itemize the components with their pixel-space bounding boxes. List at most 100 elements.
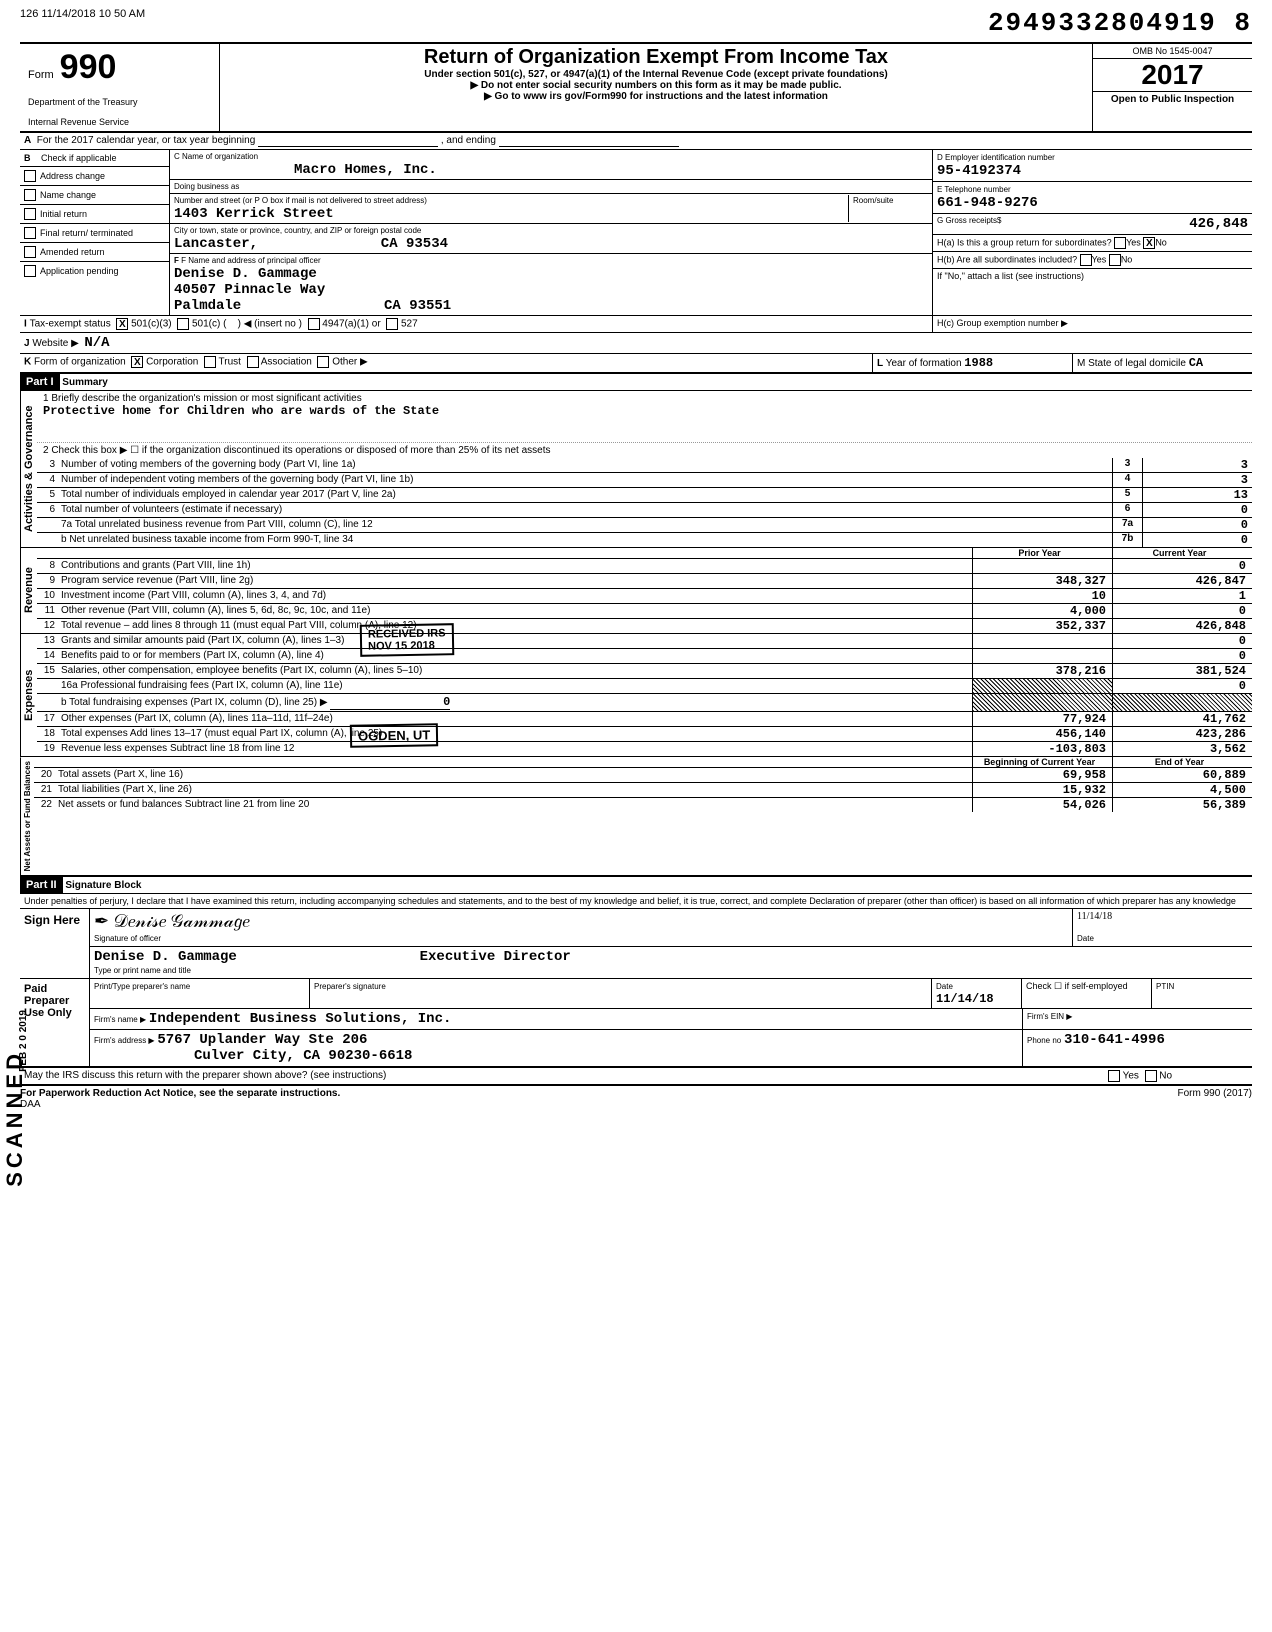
chk-address[interactable] — [24, 170, 36, 182]
officer-date: 11/14/18 — [1077, 911, 1248, 933]
l21c: 4,500 — [1112, 783, 1252, 797]
l18c: 423,286 — [1112, 727, 1252, 741]
street: 1403 Kerrick Street — [174, 206, 334, 222]
l1-label: 1 Briefly describe the organization's mi… — [43, 393, 362, 404]
501c3: 501(c)(3) — [131, 319, 172, 330]
l11: Other revenue (Part VIII, column (A), li… — [59, 604, 972, 618]
l7a: 7a Total unrelated business revenue from… — [59, 518, 1112, 532]
chk-501c[interactable] — [177, 318, 189, 330]
paid-preparer: Paid Preparer Use Only — [20, 979, 90, 1066]
state-domicile: CA — [1189, 356, 1203, 370]
hb-no[interactable] — [1109, 254, 1121, 266]
l14c: 0 — [1112, 649, 1252, 663]
l7bv: 0 — [1142, 533, 1252, 547]
footer-form: Form 990 (2017) — [1178, 1088, 1252, 1110]
g-label: G Gross receipts$ — [937, 216, 1001, 225]
officer-title: Executive Director — [240, 949, 571, 965]
l12c: 426,848 — [1112, 619, 1252, 633]
discuss-yes: Yes — [1123, 1071, 1139, 1082]
chk-trust[interactable] — [204, 356, 216, 368]
b-item-0: Address change — [40, 171, 105, 181]
officer-signature: ✒︎ 𝒟𝑒𝓃𝒾𝓈𝑒 𝒢𝒶𝓂𝓂𝒶𝑔𝑒 — [94, 911, 1068, 933]
chk-final[interactable] — [24, 227, 36, 239]
l4v: 3 — [1142, 473, 1252, 487]
l17: Other expenses (Part IX, column (A), lin… — [59, 712, 972, 726]
chk-initial[interactable] — [24, 208, 36, 220]
501c: 501(c) — [192, 319, 220, 330]
hb-yes-lbl: Yes — [1092, 254, 1107, 264]
l12p: 352,337 — [972, 619, 1112, 633]
d-label: D Employer identification number — [937, 153, 1055, 162]
chk-other[interactable] — [317, 356, 329, 368]
header-left: Form 990 Department of the Treasury Inte… — [20, 44, 220, 131]
chk-assoc[interactable] — [247, 356, 259, 368]
tab-net: Net Assets or Fund Balances — [20, 757, 34, 875]
chk-4947[interactable] — [308, 318, 320, 330]
l14: Benefits paid to or for members (Part IX… — [59, 649, 972, 663]
4947: 4947(a)(1) or — [322, 319, 380, 330]
j-label: Website ▶ — [32, 338, 78, 349]
chk-amended[interactable] — [24, 246, 36, 258]
col-right: D Employer identification number 95-4192… — [932, 150, 1252, 315]
dept1: Department of the Treasury — [28, 97, 211, 107]
b-item-4: Amended return — [40, 247, 105, 257]
l18p: 456,140 — [972, 727, 1112, 741]
l17p: 77,924 — [972, 712, 1112, 726]
l21p: 15,932 — [972, 783, 1112, 797]
l19: Revenue less expenses Subtract line 18 f… — [59, 742, 972, 756]
l3v: 3 — [1142, 458, 1252, 472]
ha-no[interactable]: X — [1143, 237, 1155, 249]
l15c: 381,524 — [1112, 664, 1252, 678]
city-label: City or town, state or province, country… — [174, 226, 421, 235]
state-zip: CA 93534 — [261, 236, 448, 252]
discuss-no-chk[interactable] — [1145, 1070, 1157, 1082]
discuss: May the IRS discuss this return with the… — [24, 1070, 1108, 1082]
stamp-date: NOV 15 2018 — [368, 639, 446, 652]
part2-title: Signature Block — [65, 880, 141, 891]
l16b-hatch1 — [972, 694, 1112, 711]
m-label: M State of legal domicile — [1077, 358, 1186, 369]
ssn-line: ▶ Do not enter social security numbers o… — [226, 80, 1086, 91]
l7av: 0 — [1142, 518, 1252, 532]
ha-label: H(a) Is this a group return for subordin… — [937, 237, 1112, 247]
l13p — [972, 634, 1112, 648]
chk-pending[interactable] — [24, 265, 36, 277]
hb-yes[interactable] — [1080, 254, 1092, 266]
l15: Salaries, other compensation, employee b… — [59, 664, 972, 678]
l14p — [972, 649, 1112, 663]
print-header: 126 11/14/2018 10 50 AM — [20, 8, 145, 38]
chk-527[interactable] — [386, 318, 398, 330]
firm-addr1: 5767 Uplander Way Ste 206 — [157, 1032, 367, 1048]
name-title-label: Type or print name and title — [94, 966, 191, 975]
l1-text: Protective home for Children who are war… — [43, 404, 439, 418]
ha-yes-lbl: Yes — [1126, 237, 1141, 247]
l3: Number of voting members of the governin… — [59, 458, 1112, 472]
l11p: 4,000 — [972, 604, 1112, 618]
l21: Total liabilities (Part X, line 26) — [56, 783, 972, 797]
row-a-label: For the 2017 calendar year, or tax year … — [37, 135, 255, 146]
principal-street: 40507 Pinnacle Way — [174, 282, 325, 298]
firm-ein-label: Firm's EIN ▶ — [1027, 1012, 1072, 1021]
ha-yes[interactable] — [1114, 237, 1126, 249]
e-label: E Telephone number — [937, 185, 1011, 194]
room-label: Room/suite — [853, 196, 893, 205]
chk-501c3[interactable]: X — [116, 318, 128, 330]
i-label: Tax-exempt status — [30, 319, 111, 330]
chk-corp[interactable]: X — [131, 356, 143, 368]
trust: Trust — [219, 357, 241, 368]
l2: 2 Check this box ▶ ☐ if the organization… — [37, 442, 1252, 458]
chk-name[interactable] — [24, 189, 36, 201]
sign-here: Sign Here — [20, 909, 90, 978]
insert: ◀ (insert no ) — [244, 319, 302, 330]
tab-gov: Activities & Governance — [20, 391, 37, 547]
and-ending: , and ending — [441, 135, 496, 146]
row-a: A For the 2017 calendar year, or tax yea… — [20, 133, 1252, 150]
discuss-yes-chk[interactable] — [1108, 1070, 1120, 1082]
sig-officer-label: Signature of officer — [94, 934, 161, 943]
ptin-label: PTIN — [1156, 982, 1174, 991]
omb: OMB No 1545-0047 — [1093, 44, 1252, 59]
check-self: Check ☐ if self-employed — [1022, 979, 1152, 1008]
b-item-2: Initial return — [40, 209, 87, 219]
principal-name: Denise D. Gammage — [174, 266, 317, 282]
boy-hdr: Beginning of Current Year — [972, 757, 1112, 767]
